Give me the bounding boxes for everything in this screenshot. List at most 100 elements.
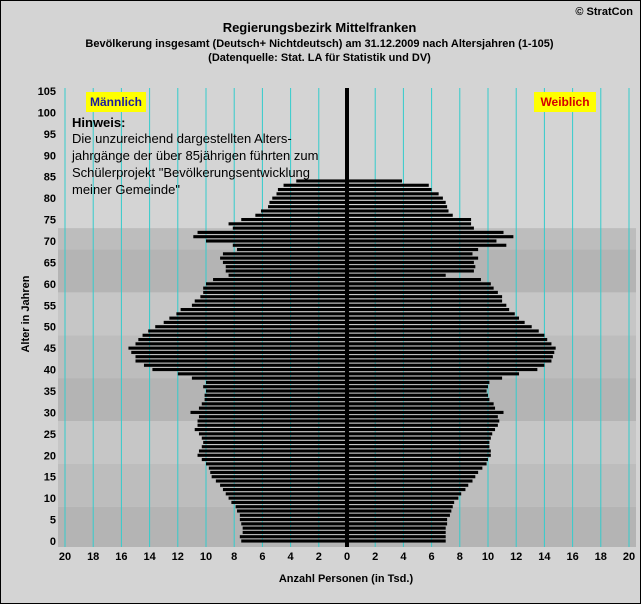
bar-male	[220, 483, 347, 487]
bar-male	[163, 320, 347, 324]
x-tick-label: 4	[400, 551, 407, 563]
bar-female	[347, 428, 496, 432]
bar-male	[237, 509, 347, 513]
bar-male	[241, 522, 347, 526]
bar-female	[347, 209, 449, 213]
bar-male	[241, 218, 347, 222]
bar-male	[228, 273, 347, 277]
bar-male	[220, 256, 347, 260]
bar-male	[194, 299, 347, 303]
bar-male	[191, 303, 347, 307]
annotation-title: Hinweis:	[72, 115, 125, 130]
bar-male	[198, 449, 347, 453]
annotation-line-4: meiner Gemeinde"	[72, 182, 180, 197]
bar-male	[296, 179, 347, 183]
bar-female	[347, 423, 498, 427]
bar-female	[347, 479, 473, 483]
bar-male	[198, 415, 347, 419]
y-tick-label: 60	[44, 279, 56, 291]
bar-male	[135, 355, 347, 359]
bar-male	[222, 260, 347, 264]
bar-female	[347, 368, 538, 372]
x-tick-label: 8	[231, 551, 237, 563]
bar-male	[204, 398, 347, 402]
x-tick-label: 2	[316, 551, 322, 563]
bar-male	[190, 410, 347, 414]
y-tick-label: 95	[44, 129, 56, 141]
y-tick-label: 20	[44, 450, 56, 462]
bar-female	[347, 376, 503, 380]
bar-female	[347, 402, 494, 406]
bar-male	[194, 428, 347, 432]
bar-female	[347, 492, 462, 496]
bar-male	[232, 226, 347, 230]
bar-male	[135, 342, 347, 346]
bar-male	[203, 385, 347, 389]
y-tick-label: 65	[44, 257, 56, 269]
bar-female	[347, 385, 488, 389]
bar-male	[211, 475, 347, 479]
bar-male	[208, 466, 347, 470]
bar-male	[222, 252, 347, 256]
bar-female	[347, 230, 504, 234]
bar-male	[225, 265, 347, 269]
bar-male	[191, 376, 347, 380]
bar-female	[347, 278, 481, 282]
bar-female	[347, 183, 429, 187]
bar-female	[347, 205, 448, 209]
bar-female	[347, 522, 448, 526]
bar-female	[347, 286, 494, 290]
bar-female	[347, 410, 504, 414]
bar-male	[197, 419, 347, 423]
x-tick-label: 20	[59, 551, 71, 563]
bar-male	[242, 530, 347, 534]
bar-female	[347, 303, 507, 307]
bar-female	[347, 265, 476, 269]
bar-male	[203, 286, 347, 290]
bar-male	[198, 432, 347, 436]
bar-male	[193, 235, 347, 239]
bar-female	[347, 243, 507, 247]
bar-female	[347, 316, 520, 320]
bar-female	[347, 513, 450, 517]
chart-source-note: (Datenquelle: Stat. LA für Statistik und…	[208, 52, 431, 64]
x-axis-label: Anzahl Personen (in Tsd.)	[279, 573, 414, 585]
x-tick-label: 4	[288, 551, 295, 563]
x-tick-label: 2	[372, 551, 378, 563]
y-tick-label: 90	[44, 150, 56, 162]
chart-subtitle: Bevölkerung insgesamt (Deutsch+ Nichtdeu…	[85, 38, 554, 50]
bar-female	[347, 325, 532, 329]
y-tick-label: 70	[44, 236, 56, 248]
legend-female-box	[534, 92, 596, 112]
bar-male	[225, 492, 347, 496]
bar-female	[347, 483, 469, 487]
bar-female	[347, 260, 474, 264]
x-tick-label: 6	[429, 551, 435, 563]
annotation-line-1: Die unzureichend dargestellten Alters-	[72, 131, 292, 146]
bar-female	[347, 342, 552, 346]
x-tick-label: 16	[566, 551, 578, 563]
bar-female	[347, 239, 497, 243]
bar-male	[203, 290, 347, 294]
bar-female	[347, 419, 500, 423]
bar-female	[347, 338, 548, 342]
bar-female	[347, 346, 556, 350]
bar-female	[347, 252, 473, 256]
bar-male	[239, 513, 347, 517]
bar-male	[206, 462, 347, 466]
bar-male	[239, 518, 347, 522]
x-tick-label: 16	[115, 551, 127, 563]
bar-male	[228, 222, 347, 226]
bar-female	[347, 329, 539, 333]
bar-male	[200, 295, 347, 299]
bar-male	[142, 333, 347, 337]
bar-male	[135, 359, 347, 363]
bar-female	[347, 462, 487, 466]
bar-female	[347, 505, 453, 509]
bar-male	[269, 200, 347, 204]
bar-male	[152, 368, 347, 372]
bar-male	[204, 393, 347, 397]
y-tick-label: 25	[44, 429, 56, 441]
bar-female	[347, 218, 472, 222]
